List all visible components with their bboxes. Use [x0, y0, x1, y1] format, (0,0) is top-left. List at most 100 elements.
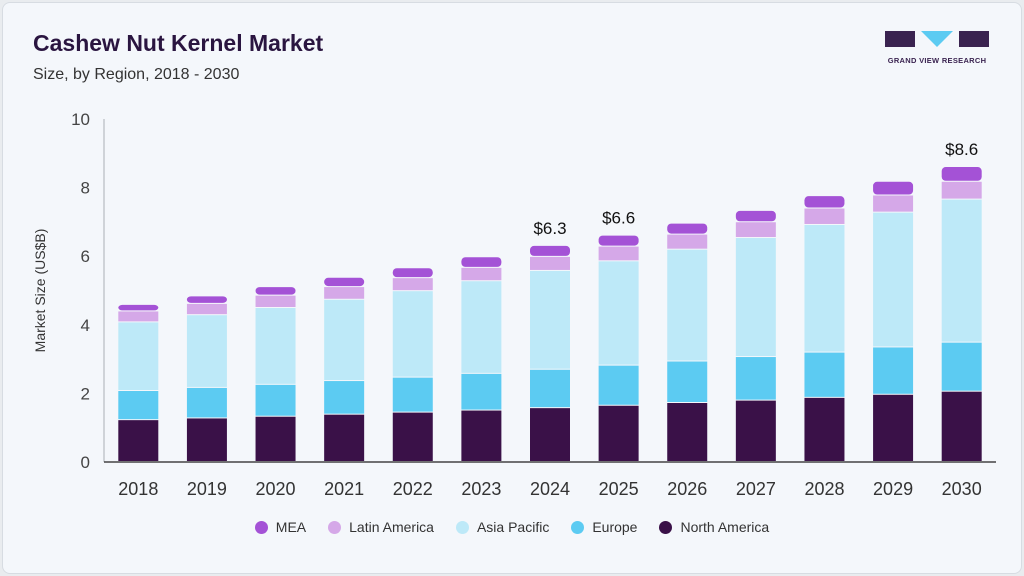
bar-segment-asia-pacific	[598, 261, 639, 365]
legend-label: Latin America	[349, 519, 434, 535]
y-axis-title: Market Size (US$B)	[32, 229, 48, 353]
bar-segment-north-america	[118, 420, 159, 461]
x-tick-label: 2021	[324, 479, 364, 499]
legend-item: Latin America	[328, 519, 434, 535]
y-tick-label: 4	[81, 316, 90, 335]
x-tick-label: 2022	[393, 479, 433, 499]
bar-segment-north-america	[735, 400, 776, 461]
bar-segment-latin-america	[118, 311, 159, 322]
bar-segment-europe	[667, 361, 708, 403]
bar-segment-europe	[804, 352, 845, 397]
bar-segment-latin-america	[461, 267, 502, 281]
bar-segment-asia-pacific	[667, 249, 708, 361]
legend-swatch-icon	[254, 520, 268, 534]
bar-segment-mea	[392, 268, 433, 278]
y-tick-label: 10	[71, 110, 90, 129]
chart-subtitle: Size, by Region, 2018 - 2030	[33, 66, 240, 83]
bar-segment-latin-america	[392, 278, 433, 291]
chart-title: Cashew Nut Kernel Market	[33, 30, 324, 56]
x-tick-label: 2028	[804, 479, 844, 499]
bar-segment-europe	[118, 390, 159, 420]
legend-item: Europe	[571, 519, 637, 535]
legend-swatch-icon	[328, 520, 342, 534]
legend-label: North America	[680, 519, 770, 535]
bar-segment-latin-america	[186, 303, 227, 315]
bar-segment-north-america	[804, 397, 845, 461]
legend-item: Asia Pacific	[455, 519, 550, 535]
bar-segment-north-america	[461, 410, 502, 461]
bar-segment-north-america	[186, 418, 227, 461]
bar-segment-latin-america	[804, 208, 845, 224]
bar-segment-asia-pacific	[324, 299, 365, 381]
bar-segment-latin-america	[324, 287, 365, 299]
bar-segment-latin-america	[735, 222, 776, 238]
bar-segment-north-america	[392, 412, 433, 461]
bar-segment-north-america	[873, 394, 914, 461]
legend-label: Europe	[592, 519, 638, 535]
logo-mark-icon	[885, 31, 989, 47]
x-tick-label: 2025	[599, 479, 639, 499]
bar-segment-mea	[461, 257, 502, 267]
bar-segment-north-america	[667, 403, 708, 461]
bar-segment-mea	[804, 196, 845, 208]
data-label: $8.6	[945, 140, 978, 159]
bar-segment-europe	[530, 369, 570, 408]
y-tick-label: 6	[81, 247, 90, 266]
bar-segment-asia-pacific	[255, 307, 296, 384]
y-tick-label: 0	[81, 453, 90, 472]
bar-segment-asia-pacific	[461, 281, 502, 373]
bar-segment-north-america	[530, 408, 570, 461]
bar-segment-europe	[324, 381, 365, 414]
legend-swatch-icon	[659, 520, 673, 534]
x-tick-label: 2027	[736, 479, 776, 499]
bar-segment-europe	[941, 342, 982, 391]
x-tick-label: 2018	[118, 479, 158, 499]
bar-segment-europe	[598, 365, 639, 405]
bar-segment-europe	[873, 347, 914, 394]
bar-segment-mea	[598, 235, 639, 246]
bar-segment-mea	[186, 296, 227, 303]
bar-segment-mea	[118, 304, 159, 311]
bar-segment-asia-pacific	[735, 238, 776, 357]
bar-segment-asia-pacific	[118, 322, 159, 390]
x-tick-label: 2030	[942, 479, 982, 499]
legend-swatch-icon	[455, 520, 469, 534]
bar-segment-mea	[873, 181, 914, 195]
bar-chart: 0 2 4 6 8 10 Market Size (US$B) 2018 2019 2020 202…	[32, 110, 996, 499]
logo-text: GRAND VIEW RESEARCH	[887, 56, 987, 65]
bar-segment-asia-pacific	[873, 212, 914, 347]
bar-segment-mea	[667, 223, 708, 234]
bar-segment-mea	[735, 210, 776, 222]
bar-segment-latin-america	[667, 234, 708, 249]
x-tick-label: 2024	[530, 479, 570, 499]
y-tick-label: 8	[81, 179, 90, 198]
bar-segment-asia-pacific	[186, 315, 227, 387]
x-tick-label: 2020	[256, 479, 296, 499]
x-tick-label: 2019	[187, 479, 227, 499]
bar-segment-north-america	[255, 416, 296, 461]
bar-segment-asia-pacific	[804, 224, 845, 352]
x-tick-label: 2023	[461, 479, 501, 499]
bar-segment-europe	[392, 377, 433, 412]
bar-segment-north-america	[324, 414, 365, 461]
legend-label: Asia Pacific	[476, 519, 550, 535]
bar-segment-asia-pacific	[941, 199, 982, 342]
x-tick-label: 2029	[873, 479, 913, 499]
bar-segment-latin-america	[873, 195, 914, 212]
bar-segment-europe	[255, 384, 296, 416]
legend-swatch-icon	[571, 520, 585, 534]
bar-segment-north-america	[598, 405, 639, 461]
bar-segment-north-america	[941, 391, 982, 461]
bar-segment-latin-america	[530, 256, 570, 270]
bar-segment-asia-pacific	[530, 270, 570, 369]
x-tick-label: 2026	[667, 479, 707, 499]
bar-segment-latin-america	[255, 295, 296, 307]
grand-view-research-logo: GRAND VIEW RESEARCH	[885, 29, 989, 65]
bar-segment-asia-pacific	[392, 291, 433, 377]
bar-segment-europe	[461, 373, 502, 410]
legend: MEA Latin America Asia Pacific Europe North …	[3, 519, 1021, 535]
bar-segment-europe	[186, 387, 227, 418]
bar-segment-mea	[941, 167, 982, 181]
data-label: $6.3	[533, 219, 566, 238]
